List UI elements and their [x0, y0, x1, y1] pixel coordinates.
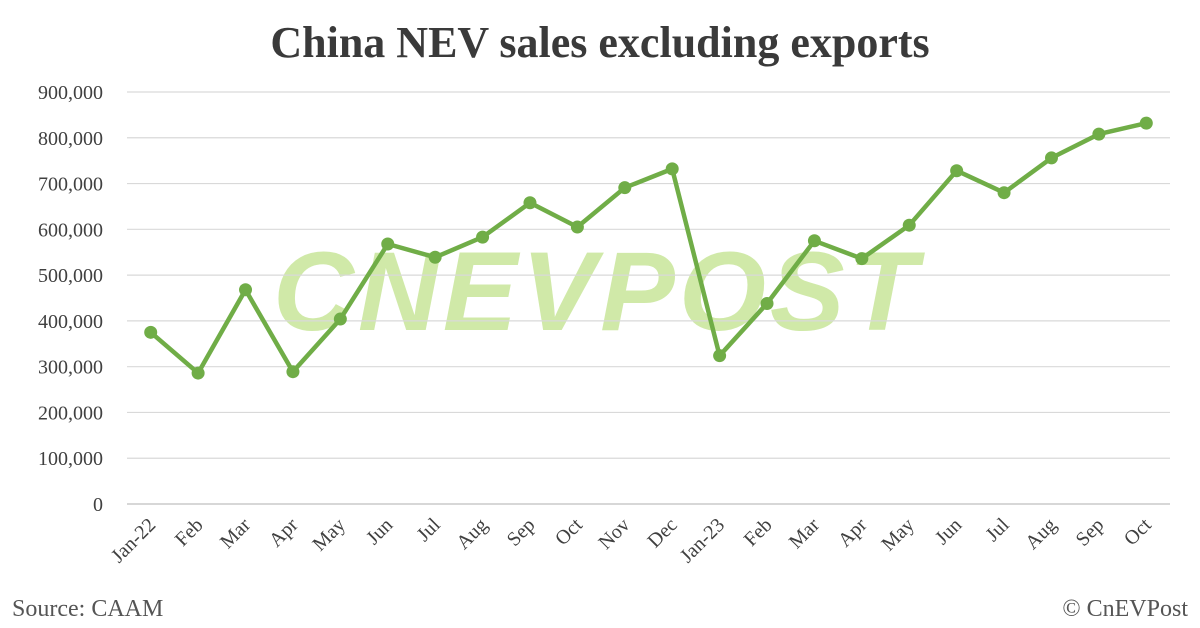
x-tick-label: Nov	[594, 514, 634, 554]
x-tick-label: Feb	[740, 514, 777, 551]
x-tick-label: Feb	[171, 514, 208, 551]
x-tick-label: Dec	[643, 514, 681, 552]
chart-title: China NEV sales excluding exports	[270, 18, 929, 67]
data-point	[1092, 127, 1106, 141]
y-tick-label: 200,000	[38, 402, 103, 424]
x-tick-label: Aug	[1021, 514, 1061, 554]
y-tick-label: 800,000	[38, 128, 103, 150]
data-point	[144, 325, 158, 339]
y-tick-label: 500,000	[38, 265, 103, 287]
data-point	[665, 162, 679, 176]
x-tick-label: Jun	[362, 514, 397, 549]
data-point	[713, 349, 727, 363]
data-point	[476, 230, 490, 244]
x-tick-label: Jul	[413, 514, 445, 546]
x-tick-label: Oct	[551, 514, 587, 550]
y-tick-label: 900,000	[38, 82, 103, 104]
copyright-note: © CnEVPost	[1062, 596, 1188, 622]
data-point	[428, 250, 442, 264]
x-tick-label: Apr	[265, 514, 303, 552]
data-point	[1044, 151, 1058, 165]
data-point	[381, 237, 395, 251]
y-tick-label: 300,000	[38, 357, 103, 379]
data-point	[523, 196, 537, 210]
data-point	[902, 218, 916, 232]
data-point	[950, 164, 964, 178]
data-point	[855, 252, 869, 266]
data-point	[191, 366, 205, 380]
y-tick-label: 700,000	[38, 174, 103, 196]
y-axis-ticks: 0 100,000 200,000 300,000 400,000 500,000 600,…	[38, 82, 103, 516]
watermark-logo: CNEVPOST	[273, 229, 926, 354]
x-tick-label: Mar	[216, 514, 255, 553]
data-point	[997, 186, 1011, 200]
x-tick-label: Mar	[785, 514, 824, 553]
data-point	[807, 234, 821, 248]
x-tick-label: Sep	[1072, 514, 1109, 551]
data-point	[333, 312, 347, 326]
source-note: Source: CAAM	[12, 596, 163, 622]
y-tick-label: 0	[93, 494, 103, 516]
x-axis-ticks: Jan-22 Feb Mar Apr May Jun Jul Aug Sep Oct Nov DecJ…	[107, 514, 1156, 568]
data-point	[286, 365, 300, 379]
x-tick-label: May	[877, 514, 918, 555]
x-tick-label: Aug	[452, 514, 492, 554]
data-point	[618, 181, 632, 195]
data-point	[570, 220, 584, 234]
data-point	[760, 296, 774, 310]
x-tick-label: Oct	[1120, 514, 1156, 550]
x-tick-label: Sep	[503, 514, 540, 551]
x-tick-label: Jan-23	[676, 514, 729, 567]
x-tick-label: Jan-22	[107, 514, 160, 567]
series-line	[148, 120, 1149, 376]
gridlines	[127, 91, 1170, 505]
x-tick-label: Jun	[931, 514, 966, 549]
y-tick-label: 600,000	[38, 219, 103, 241]
data-point	[239, 283, 253, 297]
x-tick-label: Apr	[834, 514, 872, 552]
data-point	[1139, 116, 1153, 130]
y-tick-label: 100,000	[38, 448, 103, 470]
series-layer	[144, 116, 1153, 380]
x-tick-label: Jul	[982, 514, 1014, 546]
y-tick-label: 400,000	[38, 311, 103, 333]
x-tick-label: May	[308, 514, 349, 555]
